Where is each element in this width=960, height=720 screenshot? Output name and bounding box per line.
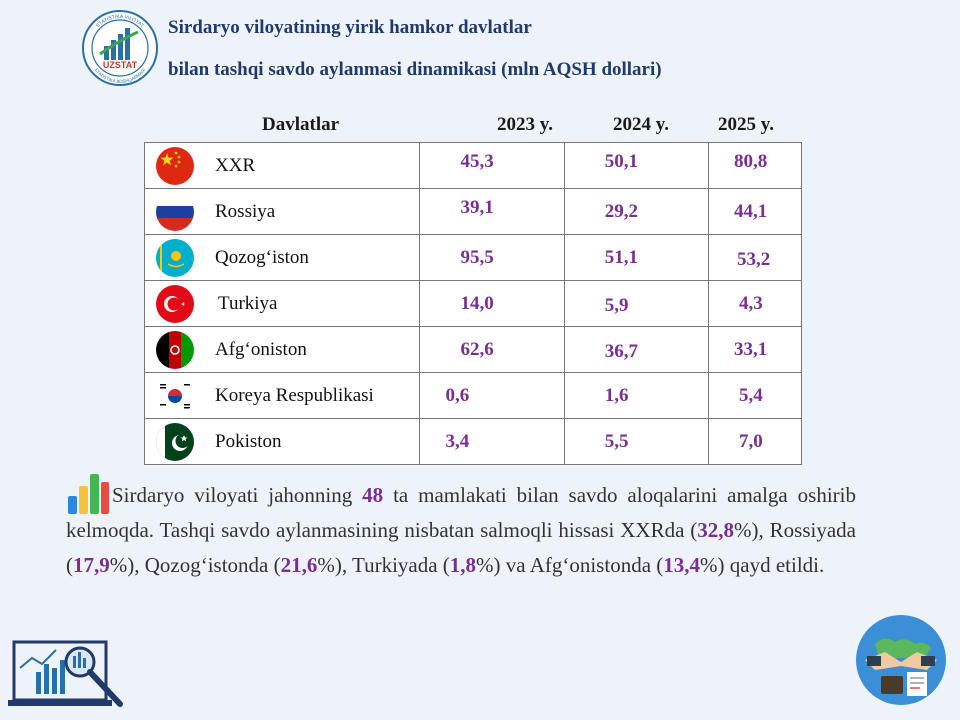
uzstat-logo: UZSTAT STATISTIKA VILOYAT STATISTIKA BOS… bbox=[82, 10, 158, 86]
logo-brand: UZSTAT bbox=[103, 60, 138, 70]
value-2023: 62,6 bbox=[460, 338, 494, 360]
country-name: Afg‘oniston bbox=[215, 339, 307, 360]
para-text: %), Qozog‘istonda ( bbox=[109, 553, 281, 577]
value-2023: 0,6 bbox=[445, 384, 470, 406]
share-russia: 17,9 bbox=[73, 553, 110, 577]
trade-table: XXR 45,3 50,1 80,8 Rossiya 39,1 29,2 44,… bbox=[143, 142, 803, 465]
country-name: Qozog‘iston bbox=[215, 247, 309, 268]
value-2025: 5,4 bbox=[738, 384, 763, 406]
title-line-2: bilan tashqi savdo aylanmasi dinamikasi … bbox=[168, 59, 662, 80]
value-2024: 1,6 bbox=[604, 384, 629, 406]
header-2023: 2023 y. bbox=[497, 114, 553, 135]
value-2025: 44,1 bbox=[733, 200, 768, 222]
para-text: %), Rossiyada ( bbox=[66, 518, 856, 577]
value-2025: 33,1 bbox=[733, 338, 768, 360]
header-2024: 2024 y. bbox=[613, 114, 669, 135]
country-name: Turkiya bbox=[218, 293, 278, 314]
para-text: %) qayd etildi. bbox=[700, 553, 825, 577]
value-2025: 53,2 bbox=[736, 248, 771, 270]
afghanistan-flag-icon bbox=[156, 331, 194, 369]
table-row: XXR 45,3 50,1 80,8 bbox=[143, 142, 803, 189]
share-turkey: 1,8 bbox=[449, 553, 477, 577]
country-name: Rossiya bbox=[215, 201, 276, 222]
country-name: Koreya Respublikasi bbox=[215, 385, 374, 406]
table-row: Rossiya 39,1 29,2 44,1 bbox=[143, 188, 803, 235]
bar-chart-icon bbox=[68, 474, 109, 514]
table-row: Afg‘oniston 62,6 36,7 33,1 bbox=[143, 326, 803, 373]
china-flag-icon bbox=[156, 147, 194, 185]
korea-flag-icon bbox=[156, 377, 194, 415]
country-name: XXR bbox=[215, 155, 256, 176]
share-kazakhstan: 21,6 bbox=[280, 553, 318, 577]
value-2025: 4,3 bbox=[738, 292, 763, 314]
value-2023: 14,0 bbox=[460, 292, 494, 314]
page-title: Sirdaryo viloyatining yirik hamkor davla… bbox=[168, 18, 662, 82]
laptop-analytics-icon bbox=[8, 640, 123, 707]
value-2023: 95,5 bbox=[460, 246, 494, 268]
share-afghanistan: 13,4 bbox=[663, 553, 701, 577]
share-china: 32,8 bbox=[697, 518, 735, 542]
russia-flag-icon bbox=[156, 193, 194, 231]
kazakhstan-flag-icon bbox=[156, 239, 194, 277]
table-row: Pokiston 3,4 5,5 7,0 bbox=[143, 418, 803, 465]
header-2025: 2025 y. bbox=[718, 114, 774, 135]
title-line-1: Sirdaryo viloyatining yirik hamkor davla… bbox=[168, 17, 532, 38]
pakistan-flag-icon bbox=[156, 423, 194, 461]
table-row: Qozog‘iston 95,5 51,1 53,2 bbox=[143, 234, 803, 281]
value-2024: 36,7 bbox=[604, 340, 638, 362]
para-text: ta mamlakati bilan savdo aloqalarini ama… bbox=[66, 483, 856, 542]
value-2025: 80,8 bbox=[733, 151, 768, 172]
country-name: Pokiston bbox=[215, 431, 282, 452]
value-2024: 51,1 bbox=[604, 246, 638, 268]
value-2023: 45,3 bbox=[460, 151, 494, 172]
summary-paragraph: Sirdaryo viloyati jahonning 48 ta mamlak… bbox=[66, 478, 856, 583]
value-2024: 29,2 bbox=[604, 200, 638, 222]
value-2024: 5,9 bbox=[604, 294, 629, 316]
value-2023: 3,4 bbox=[445, 430, 470, 452]
para-text: Sirdaryo viloyati jahonning bbox=[112, 483, 363, 507]
para-text: %) va Afg‘onistonda ( bbox=[476, 553, 664, 577]
table-row: Turkiya 14,0 5,9 4,3 bbox=[143, 280, 803, 327]
value-2024: 50,1 bbox=[604, 151, 638, 172]
table-row: Koreya Respublikasi 0,6 1,6 5,4 bbox=[143, 372, 803, 419]
handshake-globe-icon bbox=[856, 615, 946, 705]
value-2024: 5,5 bbox=[604, 430, 629, 452]
para-text: %), Turkiyada ( bbox=[317, 553, 450, 577]
header-countries: Davlatlar bbox=[262, 114, 340, 135]
value-2025: 7,0 bbox=[738, 430, 763, 452]
turkey-flag-icon bbox=[156, 285, 194, 323]
value-2023: 39,1 bbox=[460, 196, 494, 218]
country-count: 48 bbox=[362, 483, 384, 507]
